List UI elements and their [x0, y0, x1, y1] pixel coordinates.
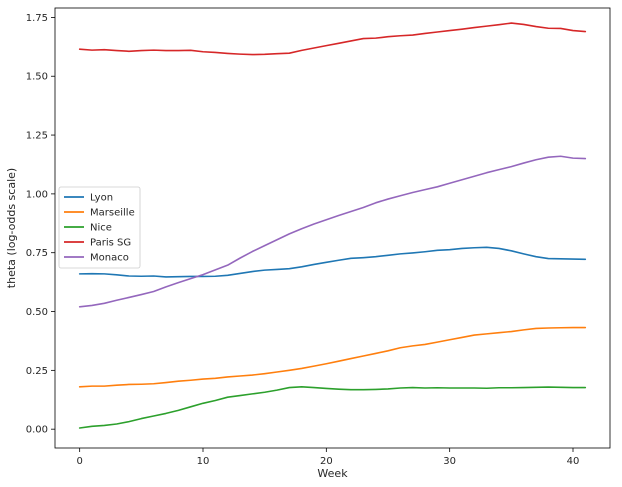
x-tick-label: 10: [197, 456, 210, 467]
x-tick-label: 20: [320, 456, 333, 467]
series-line-monaco: [78, 155, 587, 308]
y-tick-label: 0.75: [26, 248, 48, 259]
legend-label-nice: Nice: [90, 223, 112, 234]
x-tick-label: 30: [443, 456, 456, 467]
legend-label-paris-sg: Paris SG: [90, 238, 131, 249]
y-tick-label: 1.25: [26, 131, 48, 142]
series-line-marseille: [78, 326, 587, 388]
legend: Lyon Marseille Nice Paris SG Monaco: [58, 186, 141, 269]
y-axis-label: theta (log-odds scale): [5, 168, 18, 288]
x-tick-label: 0: [76, 456, 82, 467]
series-line-paris-sg: [78, 22, 587, 56]
legend-label-lyon: Lyon: [90, 193, 113, 204]
x-axis-label: Week: [317, 467, 348, 480]
legend-label-marseille: Marseille: [90, 208, 135, 219]
legend-box: [58, 186, 141, 269]
y-tick-label: 1.00: [26, 189, 48, 200]
y-tick-label: 1.75: [26, 13, 48, 24]
plot-frame: [54, 7, 611, 449]
x-axis: 0 10 20 30 40: [76, 448, 579, 467]
legend-label-monaco: Monaco: [90, 253, 129, 264]
y-tick-label: 0.00: [26, 425, 48, 436]
y-tick-label: 1.50: [26, 72, 48, 83]
x-tick-label: 40: [567, 456, 580, 467]
y-axis: 0.00 0.25 0.50 0.75 1.00 1.25 1.50 1.75: [26, 13, 55, 436]
series-line-nice: [78, 386, 587, 429]
y-tick-label: 0.25: [26, 366, 48, 377]
series-line-lyon: [78, 246, 587, 278]
y-tick-label: 0.50: [26, 307, 48, 318]
series-layer: [78, 22, 587, 429]
